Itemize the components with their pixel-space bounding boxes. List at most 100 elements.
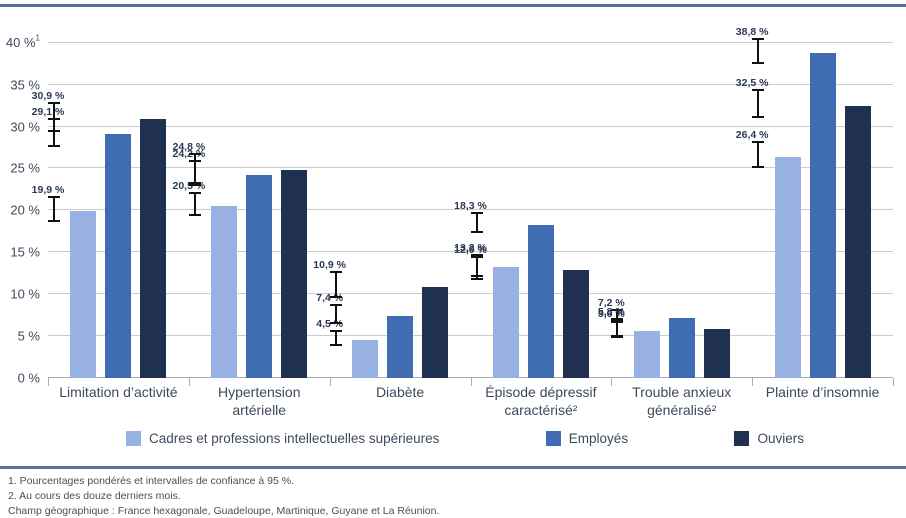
axis-tick <box>752 378 754 386</box>
bar <box>527 224 554 378</box>
gridline <box>48 293 893 295</box>
axis-tick <box>329 378 331 386</box>
value-label: 26,4 % <box>735 129 769 142</box>
bar-group: 20,5 % 24,2 % 24,8 % <box>172 26 330 378</box>
error-bar <box>329 270 342 299</box>
bar <box>70 211 97 378</box>
top-divider <box>0 4 906 7</box>
x-axis-label: Plainte d’insomnie <box>765 384 880 400</box>
legend-swatch <box>126 430 141 446</box>
value-label: 10,9 % <box>313 258 347 271</box>
bar-group: 4,5 % 7,4 % 10,9 % <box>313 26 471 378</box>
bar <box>246 175 273 378</box>
value-label: 29,1 % <box>31 105 65 118</box>
error-bar-line <box>334 272 337 297</box>
bar <box>387 315 414 378</box>
gridline <box>48 251 893 253</box>
x-axis-label: Diabète <box>375 384 425 400</box>
axis-tick <box>470 378 472 386</box>
error-bar <box>48 102 60 132</box>
y-axis-label: 25 % <box>10 160 40 176</box>
error-bar-line <box>475 257 478 278</box>
value-label: 13,2 % <box>454 242 487 255</box>
error-bar-line <box>616 319 619 335</box>
gridline <box>48 83 893 85</box>
bar <box>774 156 801 378</box>
error-bar <box>48 196 60 223</box>
legend-label: Cadres et professions intellectuelles su… <box>149 430 440 446</box>
error-bar-line <box>757 91 760 117</box>
y-axis-label: 30 % <box>10 119 40 135</box>
error-bar-line <box>475 214 478 232</box>
bar <box>633 331 660 378</box>
error-bar <box>470 212 483 234</box>
error-bar-line <box>757 143 760 167</box>
value-label: 5,8 % <box>597 305 625 318</box>
bar <box>492 267 519 378</box>
bar-group: 19,9 % 29,1 % 30,9 % <box>32 26 189 378</box>
bar <box>668 317 695 378</box>
error-bar <box>329 304 342 324</box>
footnote-2: 2. Au cours des douze derniers mois. <box>8 490 181 503</box>
error-bar-line <box>334 306 337 322</box>
gridline <box>48 125 893 127</box>
error-bar <box>611 317 624 337</box>
error-bar <box>470 255 483 280</box>
error-bar <box>188 152 201 184</box>
y-axis-label: 40 %1 <box>5 34 40 51</box>
legend-item: Cadres et professions intellectuelles su… <box>126 430 440 446</box>
legend-item: Employés <box>545 430 629 446</box>
legend-swatch <box>734 430 750 446</box>
legend-label: Ouviers <box>757 430 804 446</box>
bar <box>562 269 589 378</box>
error-bar <box>329 330 342 347</box>
error-bar-line <box>193 154 196 182</box>
legend-item: Ouviers <box>734 430 804 446</box>
axis-tick <box>188 378 190 386</box>
value-label: 7,2 % <box>597 296 625 309</box>
error-bar-line <box>616 310 619 321</box>
error-bar-line <box>53 198 55 221</box>
y-axis-label: 35 % <box>10 77 40 93</box>
value-label: 12,9 % <box>454 243 487 256</box>
error-bar <box>752 141 765 169</box>
plot-area: 0 % 5 % 10 % 15 % 20 % 25 % 30 % 35 % 40 %1 19,9 … <box>6 25 894 386</box>
bottom-divider <box>0 466 906 469</box>
gridline <box>48 377 893 378</box>
x-axis-labels: Limitation d’activité Hypertension artéri… <box>48 384 893 419</box>
bar <box>703 329 730 378</box>
gridline <box>48 41 893 43</box>
gridline <box>48 209 893 211</box>
bar <box>809 52 836 378</box>
bar <box>844 105 871 378</box>
error-bar-line <box>53 104 55 130</box>
axis-tick <box>893 378 894 386</box>
bar <box>140 119 167 378</box>
bar <box>281 170 308 378</box>
bar-group: 5,6 % 7,2 % 5,8 % <box>598 26 752 378</box>
axis-tick <box>611 378 613 386</box>
error-bar-line <box>53 119 55 145</box>
error-bar <box>752 89 765 119</box>
bar-group: 13,2 % 18,3 % 12,9 % <box>454 26 612 378</box>
error-bar <box>188 192 201 217</box>
legend-swatch <box>545 430 561 446</box>
gridline <box>48 335 893 337</box>
bar <box>105 134 132 378</box>
axis-tick <box>48 378 49 386</box>
error-bar <box>752 37 765 64</box>
value-label: 32,5 % <box>735 77 769 90</box>
footnote-scope: Champ géographique : France hexagonale, … <box>8 505 440 518</box>
x-axis-label: Épisode dépressif caractérisé² <box>485 384 597 418</box>
legend-label: Employés <box>568 430 629 446</box>
value-label: 19,9 % <box>31 184 65 197</box>
gridline <box>48 167 893 169</box>
y-axis-label: 15 % <box>10 244 40 260</box>
footnote-marker: 1 <box>35 34 40 44</box>
value-label: 18,3 % <box>454 200 487 213</box>
x-axis-label: Hypertension artérielle <box>217 384 301 418</box>
value-label: 24,8 % <box>172 140 206 153</box>
value-label: 38,8 % <box>735 25 769 38</box>
y-axis-label: 20 % <box>10 202 40 218</box>
bar <box>422 286 449 378</box>
